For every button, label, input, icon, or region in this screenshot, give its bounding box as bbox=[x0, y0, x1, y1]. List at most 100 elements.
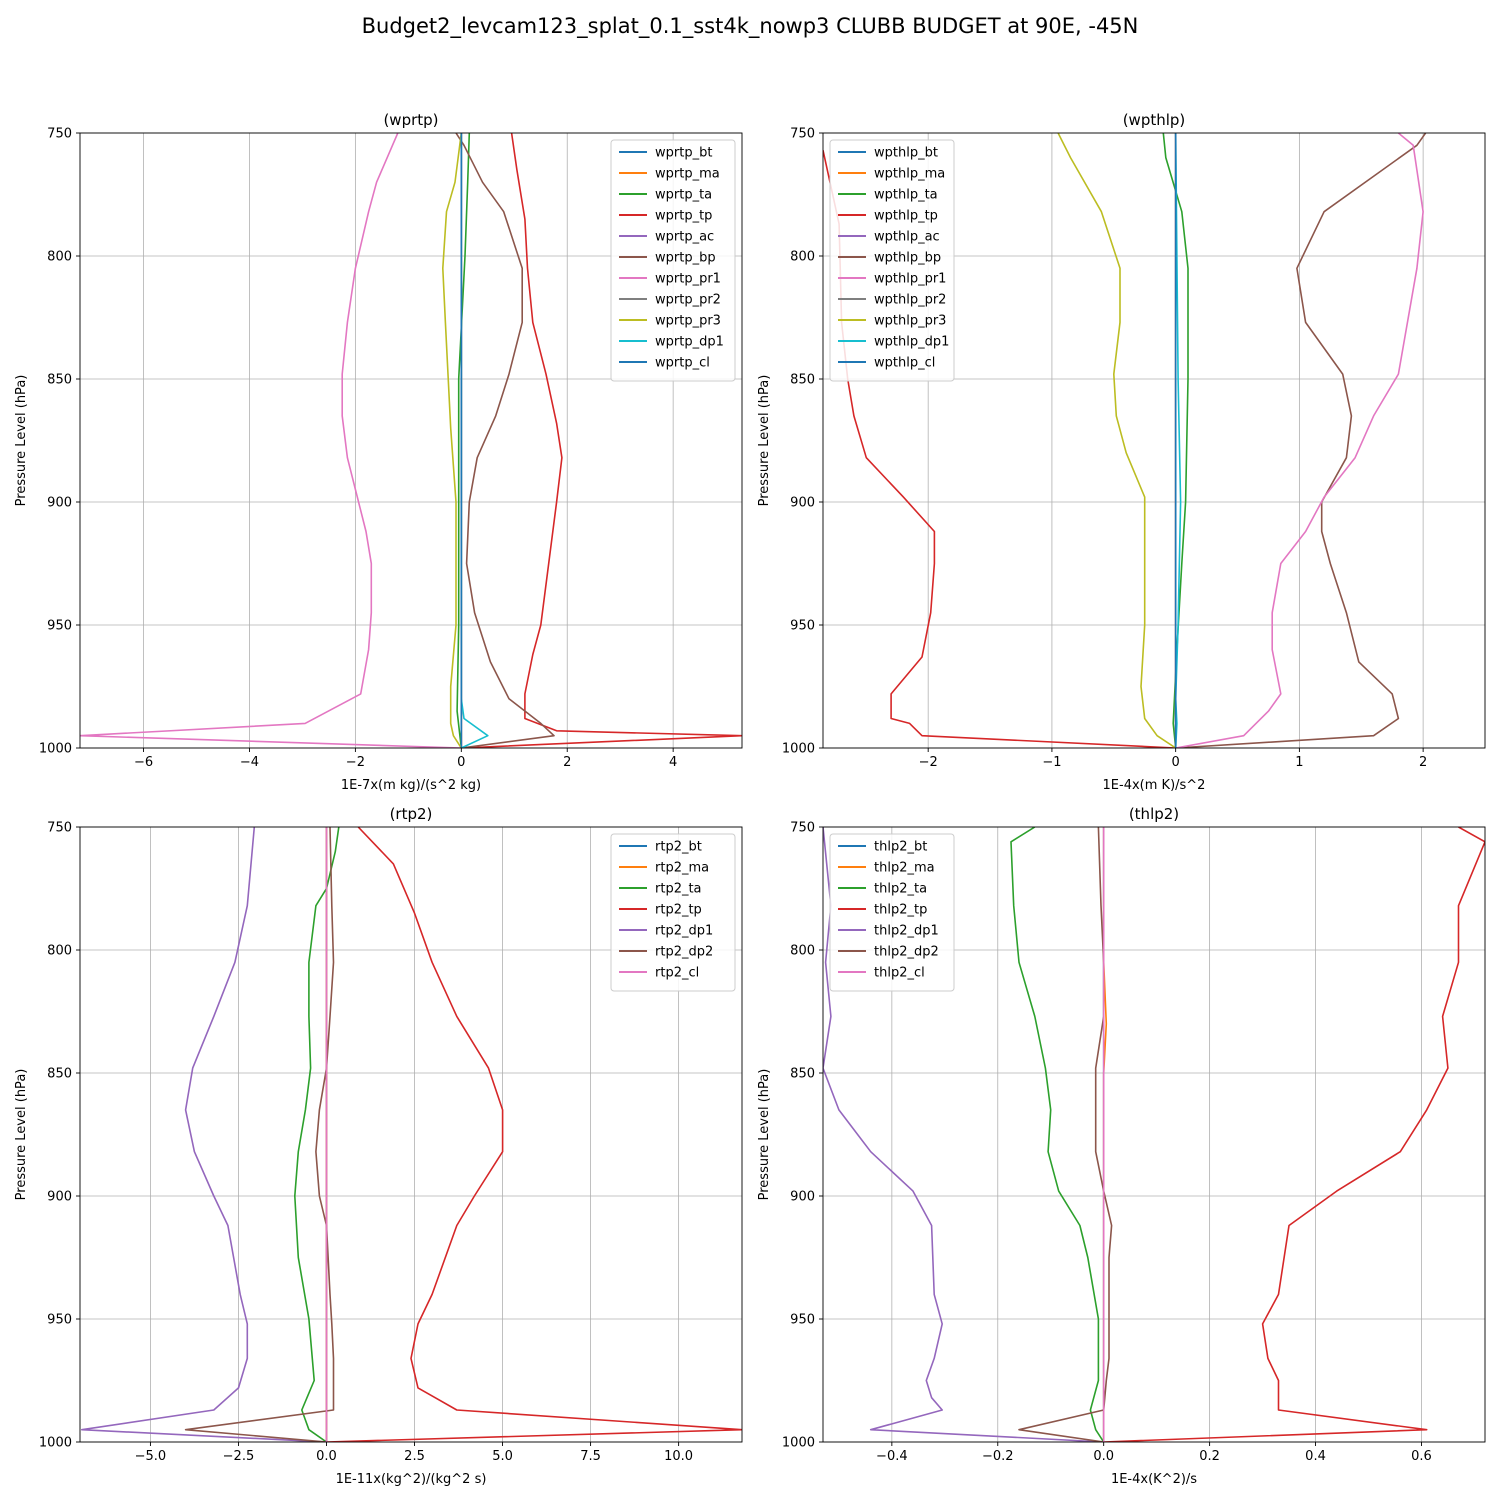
series-line-wpthlp_pr1 bbox=[1175, 133, 1424, 748]
series-line-rtp2_dp2 bbox=[184, 827, 335, 1442]
legend-label: rtp2_ta bbox=[655, 882, 702, 897]
series-line-wprtp_tp bbox=[461, 133, 742, 748]
legend: wprtp_bt wprtp_ma wprtp_ta wprtp_tp wprtp_ac… bbox=[610, 139, 736, 382]
y-tick-label: 850 bbox=[790, 373, 815, 388]
x-tick-label: −2 bbox=[919, 755, 938, 770]
legend-label: rtp2_dp1 bbox=[655, 924, 713, 939]
legend-label: thlp2_tp bbox=[874, 903, 927, 918]
x-axis-label: 1E-4x(m K)/s^2 bbox=[1103, 778, 1206, 793]
x-tick-label: −0.2 bbox=[982, 1449, 1014, 1464]
y-tick-label: 750 bbox=[47, 821, 72, 836]
y-tick-label: 800 bbox=[47, 250, 72, 265]
y-tick-label: 950 bbox=[47, 1313, 72, 1328]
axes-frame bbox=[79, 132, 743, 749]
x-tick-label: 7.5 bbox=[580, 1449, 601, 1464]
legend-label: rtp2_ma bbox=[655, 861, 709, 876]
x-tick-label: 0.6 bbox=[1411, 1449, 1432, 1464]
x-tick-label: 0.0 bbox=[1093, 1449, 1114, 1464]
series-line-wprtp_bp bbox=[455, 133, 555, 748]
legend-label: rtp2_tp bbox=[655, 903, 702, 918]
series-group bbox=[80, 133, 742, 748]
legend-label: thlp2_ta bbox=[874, 882, 927, 897]
legend-label: wpthlp_bt bbox=[874, 146, 938, 161]
series-line-rtp2_tp bbox=[326, 827, 742, 1442]
y-axis-label: Pressure Level (hPa) bbox=[757, 1069, 772, 1201]
y-tick-label: 750 bbox=[790, 127, 815, 142]
series-line-wprtp_pr1 bbox=[80, 133, 462, 748]
legend-label: wprtp_dp1 bbox=[655, 335, 724, 350]
legend: rtp2_bt rtp2_ma rtp2_ta rtp2_tp rtp2_dp1 rtp2… bbox=[610, 833, 736, 992]
series-group bbox=[81, 827, 742, 1442]
legend-label: rtp2_dp2 bbox=[655, 945, 713, 960]
x-tick-label: −5.0 bbox=[135, 1449, 167, 1464]
legend-label: wpthlp_ma bbox=[874, 167, 945, 182]
x-tick-label: 0 bbox=[1172, 755, 1180, 770]
x-tick-label: 2 bbox=[1419, 755, 1427, 770]
series-group bbox=[823, 133, 1427, 748]
x-tick-label: −2 bbox=[346, 755, 365, 770]
x-tick-label: 5.0 bbox=[492, 1449, 513, 1464]
y-tick-label: 900 bbox=[790, 1190, 815, 1205]
x-tick-label: 2 bbox=[563, 755, 571, 770]
y-tick-label: 850 bbox=[790, 1067, 815, 1082]
legend-label: wpthlp_bp bbox=[874, 251, 941, 266]
x-tick-label: 0 bbox=[457, 755, 465, 770]
y-tick-label: 950 bbox=[790, 619, 815, 634]
legend-label: thlp2_dp2 bbox=[874, 945, 939, 960]
axes-frame bbox=[79, 826, 743, 1443]
legend-label: wpthlp_ac bbox=[874, 230, 940, 245]
x-axis-label: 1E-11x(kg^2)/(kg^2 s) bbox=[336, 1472, 487, 1487]
subplot-title: (thlp2) bbox=[1129, 805, 1179, 823]
x-tick-label: 0.4 bbox=[1305, 1449, 1326, 1464]
series-group bbox=[823, 827, 1485, 1442]
subplot-4: −0.4 −0.2 0.0 0.2 0.4 0.6 750 800 850 900 950 1000 (… bbox=[757, 805, 1486, 1487]
x-tick-label: 0.2 bbox=[1199, 1449, 1220, 1464]
legend-label: wprtp_bp bbox=[655, 251, 716, 266]
subplot-title: (rtp2) bbox=[390, 805, 433, 823]
legend-label: wprtp_bt bbox=[655, 146, 712, 161]
y-axis-label: Pressure Level (hPa) bbox=[14, 1069, 29, 1201]
x-tick-label: −6 bbox=[134, 755, 153, 770]
series-line-wprtp_dp1 bbox=[460, 133, 489, 748]
legend-label: wprtp_pr3 bbox=[655, 314, 721, 329]
y-tick-label: 1000 bbox=[39, 742, 72, 757]
y-tick-label: 750 bbox=[790, 821, 815, 836]
figure-title: Budget2_levcam123_splat_0.1_sst4k_nowp3 … bbox=[361, 14, 1139, 38]
legend-label: wprtp_pr2 bbox=[655, 293, 721, 308]
y-tick-label: 950 bbox=[790, 1313, 815, 1328]
series-line-wpthlp_bp bbox=[1175, 133, 1427, 748]
legend-label: wprtp_ac bbox=[655, 230, 714, 245]
x-tick-label: −4 bbox=[240, 755, 259, 770]
series-line-wprtp_pr3 bbox=[441, 133, 463, 748]
subplot-1: −6 −4 −2 0 2 4 750 800 850 900 950 1000 (wprtp) 1E-7x… bbox=[14, 111, 743, 793]
legend: wpthlp_bt wpthlp_ma wpthlp_ta wpthlp_tpwpth… bbox=[829, 139, 955, 382]
legend-label: thlp2_ma bbox=[874, 861, 935, 876]
x-axis-label: 1E-4x(K^2)/s bbox=[1111, 1472, 1197, 1487]
y-tick-label: 1000 bbox=[782, 1436, 815, 1451]
subplot-title: (wprtp) bbox=[383, 111, 438, 129]
y-tick-label: 850 bbox=[47, 1067, 72, 1082]
x-tick-label: 10.0 bbox=[664, 1449, 693, 1464]
y-tick-label: 900 bbox=[47, 496, 72, 511]
y-axis-label: Pressure Level (hPa) bbox=[14, 375, 29, 507]
legend-label: thlp2_dp1 bbox=[874, 924, 939, 939]
y-tick-label: 950 bbox=[47, 619, 72, 634]
series-line-thlp2_tp bbox=[1103, 827, 1485, 1442]
x-tick-label: −2.5 bbox=[223, 1449, 255, 1464]
x-tick-label: −0.4 bbox=[876, 1449, 908, 1464]
legend-label: wpthlp_pr1 bbox=[874, 272, 946, 287]
legend-label: wprtp_cl bbox=[655, 356, 710, 371]
series-line-thlp2_ta bbox=[1010, 827, 1105, 1442]
legend-label: thlp2_cl bbox=[874, 966, 925, 981]
legend-label: rtp2_bt bbox=[655, 840, 702, 855]
x-tick-label: −1 bbox=[1042, 755, 1061, 770]
y-tick-label: 900 bbox=[790, 496, 815, 511]
legend-label: wpthlp_pr2 bbox=[874, 293, 946, 308]
legend-label: thlp2_bt bbox=[874, 840, 927, 855]
y-axis-label: Pressure Level (hPa) bbox=[757, 375, 772, 507]
subplot-3: −5.0 −2.5 0.0 2.5 5.0 7.5 10.0 750 800 850 900 950 1… bbox=[14, 805, 743, 1487]
legend-label: wprtp_pr1 bbox=[655, 272, 721, 287]
series-line-wpthlp_dp1 bbox=[1174, 133, 1182, 748]
legend-label: wpthlp_dp1 bbox=[874, 335, 949, 350]
